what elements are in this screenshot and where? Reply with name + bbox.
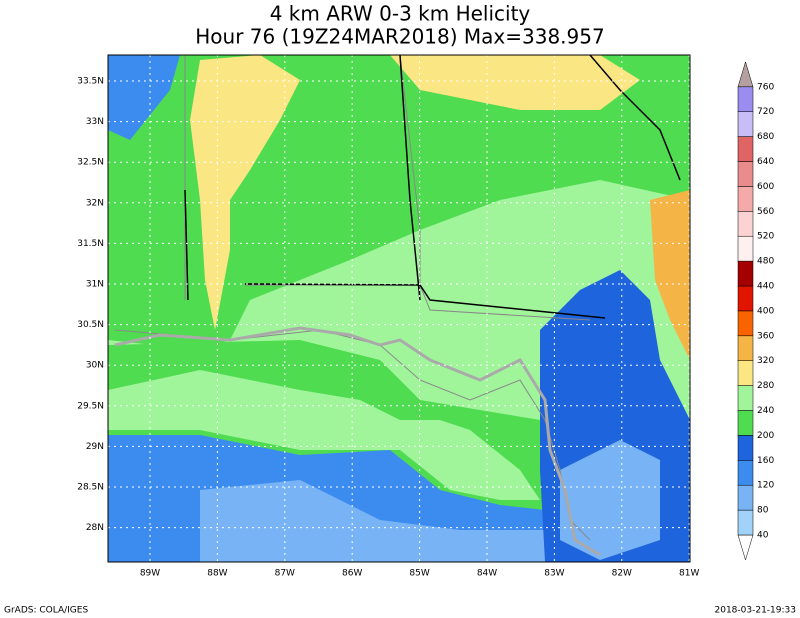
map-frame [107, 54, 691, 563]
colorbar-label: 120 [757, 481, 774, 491]
colorbar-label: 280 [757, 381, 774, 391]
colorbar-box [737, 335, 754, 361]
colorbar-box [737, 385, 754, 411]
lat-label: 28N [86, 523, 104, 533]
colorbar-box [737, 484, 754, 511]
lat-label: 31N [86, 280, 104, 290]
colorbar-label: 200 [757, 431, 774, 441]
colorbar-box [737, 111, 754, 137]
lat-label: 30.5N [77, 320, 104, 330]
lat-label: 33N [86, 117, 104, 127]
colorbar-label: 720 [757, 107, 774, 117]
colorbar-label: 160 [757, 456, 774, 466]
colorbar-label: 600 [757, 182, 774, 192]
colorbar-box [737, 235, 754, 262]
colorbar-box [737, 211, 754, 237]
colorbar-label: 360 [757, 331, 774, 341]
footer-left: GrADS: COLA/IGES [4, 606, 88, 616]
lon-label: 89W [140, 569, 160, 579]
colorbar-label: 640 [757, 157, 774, 167]
colorbar-label: 320 [757, 356, 774, 366]
subtitle: Hour 76 (19Z24MAR2018) Max=338.957 [195, 25, 604, 49]
lon-label: 83W [544, 569, 564, 579]
colorbar-triangle [737, 61, 754, 88]
colorbar-label: 240 [757, 406, 774, 416]
colorbar-label: 760 [757, 82, 774, 92]
lon-label: 81W [679, 569, 699, 579]
lat-label: 31.5N [77, 239, 104, 249]
colorbar-label: 520 [757, 232, 774, 242]
colorbar-box [737, 86, 754, 112]
colorbar-label: 440 [757, 282, 774, 292]
title: 4 km ARW 0-3 km Helicity [270, 2, 531, 26]
lon-label: 84W [477, 569, 497, 579]
lon-label: 88W [207, 569, 227, 579]
colorbar-box [737, 285, 754, 312]
colorbar-box [737, 410, 754, 436]
colorbar-box [737, 186, 754, 212]
colorbar-triangle [737, 534, 754, 561]
colorbar-box [737, 310, 754, 337]
colorbar-label: 480 [757, 257, 774, 267]
colorbar-label: 400 [757, 306, 774, 316]
lon-label: 86W [342, 569, 362, 579]
footer-right: 2018-03-21-19:33 [715, 606, 797, 616]
lon-label: 87W [275, 569, 295, 579]
colorbar-label: 80 [757, 506, 769, 516]
colorbar-box [737, 161, 754, 187]
colorbar-box [737, 509, 754, 536]
graticule [108, 55, 690, 562]
lat-label: 28.5N [77, 483, 104, 493]
colorbar-box [737, 136, 754, 162]
colorbar-box [737, 360, 754, 386]
colorbar-box [737, 435, 754, 461]
colorbar-label: 40 [757, 531, 769, 541]
lon-label: 85W [409, 569, 429, 579]
lat-label: 29.5N [77, 401, 104, 411]
lat-label: 32.5N [77, 158, 104, 168]
lat-label: 33.5N [77, 77, 104, 87]
colorbar-box [737, 260, 754, 287]
lon-label: 82W [612, 569, 632, 579]
lat-label: 30N [86, 361, 104, 371]
lat-label: 32N [86, 198, 104, 208]
colorbar-label: 560 [757, 207, 774, 217]
colorbar-box [737, 460, 754, 486]
map-field [108, 55, 690, 562]
lat-label: 29N [86, 442, 104, 452]
colorbar-label: 680 [757, 132, 774, 142]
